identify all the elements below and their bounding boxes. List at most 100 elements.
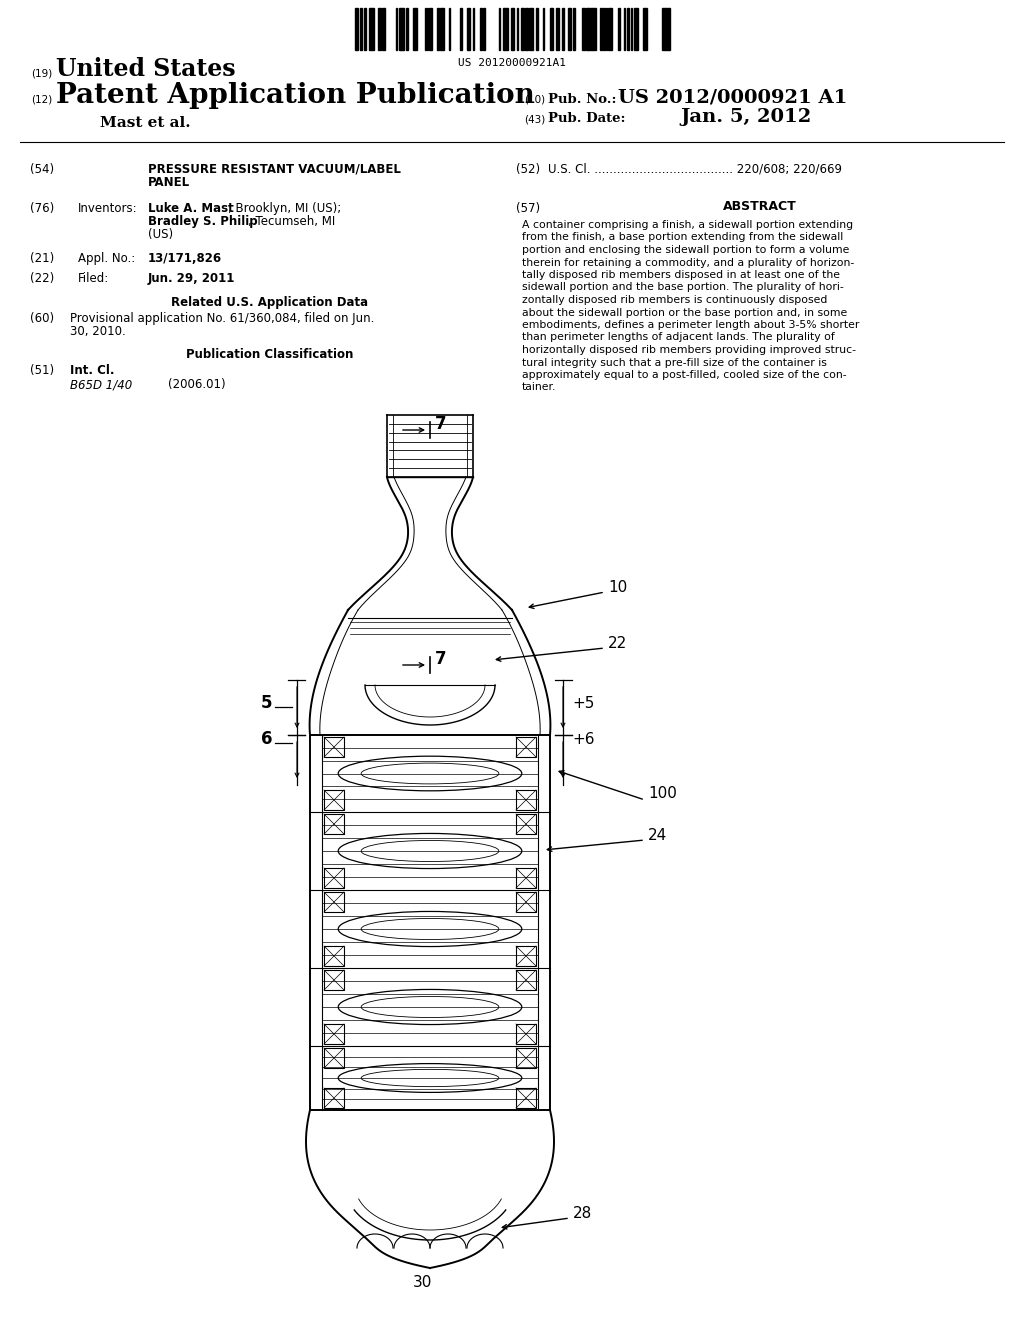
Text: Jun. 29, 2011: Jun. 29, 2011 <box>148 272 236 285</box>
Bar <box>324 737 344 756</box>
Text: Mast et al.: Mast et al. <box>100 116 190 129</box>
Text: 28: 28 <box>573 1206 592 1221</box>
Text: Appl. No.:: Appl. No.: <box>78 252 135 265</box>
Text: sidewall portion and the base portion. The plurality of hori-: sidewall portion and the base portion. T… <box>522 282 844 293</box>
Text: Jan. 5, 2012: Jan. 5, 2012 <box>680 108 811 125</box>
Bar <box>516 1024 536 1044</box>
Bar <box>406 8 408 50</box>
Bar <box>529 8 531 50</box>
Text: Pub. No.:: Pub. No.: <box>548 92 616 106</box>
Bar <box>504 8 508 50</box>
Text: Inventors:: Inventors: <box>78 202 137 215</box>
Bar <box>644 8 647 50</box>
Bar <box>618 8 620 50</box>
Bar <box>413 8 417 50</box>
Text: (52): (52) <box>516 162 540 176</box>
Text: tural integrity such that a pre-fill size of the container is: tural integrity such that a pre-fill siz… <box>522 358 826 367</box>
Bar <box>429 8 432 50</box>
Bar <box>556 8 559 50</box>
Text: United States: United States <box>56 57 236 81</box>
Text: 7: 7 <box>435 649 446 668</box>
Bar <box>324 869 344 888</box>
Bar <box>665 8 669 50</box>
Text: Publication Classification: Publication Classification <box>186 348 353 360</box>
Text: embodiments, defines a perimeter length about 3-5% shorter: embodiments, defines a perimeter length … <box>522 319 859 330</box>
Bar <box>369 8 371 50</box>
Bar <box>608 8 612 50</box>
Text: portion and enclosing the sidewall portion to form a volume: portion and enclosing the sidewall porti… <box>522 246 849 255</box>
Text: (21): (21) <box>30 252 54 265</box>
Bar <box>516 869 536 888</box>
Bar <box>324 1024 344 1044</box>
Bar <box>324 1088 344 1107</box>
Text: (43): (43) <box>524 114 545 124</box>
Bar <box>568 8 570 50</box>
Bar <box>582 8 585 50</box>
Text: +6: +6 <box>572 731 595 747</box>
Text: approximately equal to a post-filled, cooled size of the con-: approximately equal to a post-filled, co… <box>522 370 847 380</box>
Text: Pub. Date:: Pub. Date: <box>548 112 626 125</box>
Bar <box>516 814 536 834</box>
Text: PANEL: PANEL <box>148 176 190 189</box>
Bar <box>382 8 384 50</box>
Bar <box>441 8 444 50</box>
Text: ABSTRACT: ABSTRACT <box>723 201 797 213</box>
Bar <box>522 8 524 50</box>
Bar <box>516 970 536 990</box>
Bar <box>324 1048 344 1068</box>
Text: 7: 7 <box>435 414 446 433</box>
Bar <box>364 8 366 50</box>
Text: Patent Application Publication: Patent Application Publication <box>56 82 535 110</box>
Text: zontally disposed rib members is continuously disposed: zontally disposed rib members is continu… <box>522 294 827 305</box>
Text: (51): (51) <box>30 364 54 378</box>
Bar <box>536 8 538 50</box>
Text: U.S. Cl. ..................................... 220/608; 220/669: U.S. Cl. ...............................… <box>548 162 842 176</box>
Text: Provisional application No. 61/360,084, filed on Jun.: Provisional application No. 61/360,084, … <box>70 312 375 325</box>
Bar <box>627 8 629 50</box>
Text: (2006.01): (2006.01) <box>168 378 225 391</box>
Text: B65D 1/40: B65D 1/40 <box>70 378 132 391</box>
Text: A container comprising a finish, a sidewall portion extending: A container comprising a finish, a sidew… <box>522 220 853 230</box>
Text: (76): (76) <box>30 202 54 215</box>
Text: 10: 10 <box>608 581 628 595</box>
Text: 6: 6 <box>260 730 272 748</box>
Bar <box>483 8 485 50</box>
Bar <box>588 8 592 50</box>
Bar <box>437 8 439 50</box>
Text: 30, 2010.: 30, 2010. <box>70 325 126 338</box>
Bar <box>511 8 513 50</box>
Bar <box>516 1088 536 1107</box>
Text: tally disposed rib members disposed in at least one of the: tally disposed rib members disposed in a… <box>522 271 840 280</box>
Text: (US): (US) <box>148 228 173 242</box>
Bar <box>603 8 605 50</box>
Bar <box>324 814 344 834</box>
Text: (22): (22) <box>30 272 54 285</box>
Text: Luke A. Mast: Luke A. Mast <box>148 202 233 215</box>
Bar <box>516 892 536 912</box>
Bar <box>516 946 536 966</box>
Text: about the sidewall portion or the base portion and, in some: about the sidewall portion or the base p… <box>522 308 847 318</box>
Text: than perimeter lengths of adjacent lands. The plurality of: than perimeter lengths of adjacent lands… <box>522 333 835 342</box>
Bar <box>516 1048 536 1068</box>
Bar <box>324 970 344 990</box>
Bar <box>480 8 482 50</box>
Text: Bradley S. Philip: Bradley S. Philip <box>148 215 258 228</box>
Text: (12): (12) <box>31 95 52 106</box>
Text: , Brooklyn, MI (US);: , Brooklyn, MI (US); <box>228 202 341 215</box>
Text: PRESSURE RESISTANT VACUUM/LABEL: PRESSURE RESISTANT VACUUM/LABEL <box>148 162 400 176</box>
Text: US 2012/0000921 A1: US 2012/0000921 A1 <box>618 88 848 107</box>
Text: 24: 24 <box>648 828 668 842</box>
Text: US 20120000921A1: US 20120000921A1 <box>458 58 566 69</box>
Text: (10): (10) <box>524 95 545 106</box>
Bar <box>531 8 534 50</box>
Text: 5: 5 <box>260 694 272 711</box>
Text: 13/171,826: 13/171,826 <box>148 252 222 265</box>
Text: (19): (19) <box>31 69 52 78</box>
Text: from the finish, a base portion extending from the sidewall: from the finish, a base portion extendin… <box>522 232 843 243</box>
Text: 30: 30 <box>413 1275 432 1290</box>
Bar <box>378 8 381 50</box>
Bar <box>324 892 344 912</box>
Bar <box>516 737 536 756</box>
Text: (60): (60) <box>30 312 54 325</box>
Text: +5: +5 <box>572 696 594 710</box>
